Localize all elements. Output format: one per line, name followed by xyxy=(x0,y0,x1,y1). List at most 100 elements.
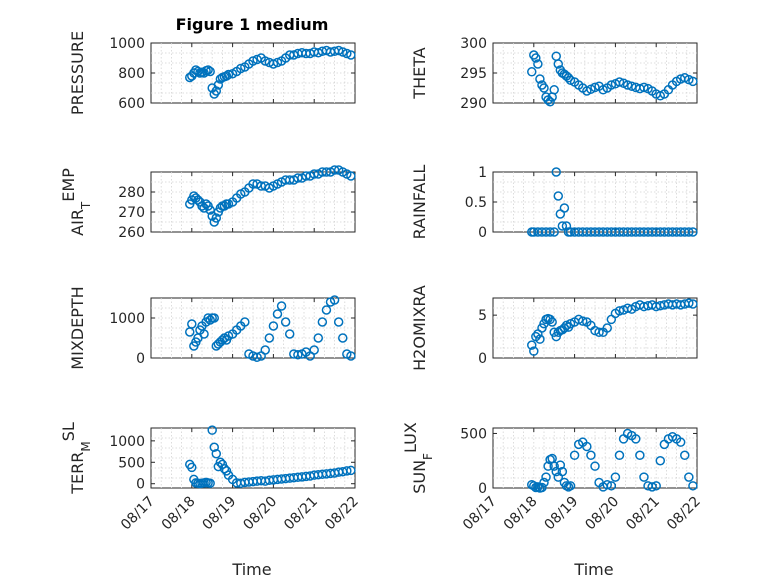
data-point xyxy=(547,317,557,327)
x-tick-label: 08/19 xyxy=(542,494,582,534)
data-point xyxy=(688,227,698,237)
data-point xyxy=(527,67,537,77)
data-point xyxy=(260,345,270,355)
y-tick-label: 280 xyxy=(118,185,145,201)
data-point xyxy=(684,472,694,482)
data-point xyxy=(533,59,543,69)
data-point xyxy=(211,448,222,459)
subplot-pressure: 600 800 1000 PRESSURE xyxy=(68,31,356,115)
data-point xyxy=(209,313,219,323)
data-point xyxy=(272,309,283,319)
data-point xyxy=(284,329,295,339)
y-tick-label: 290 xyxy=(460,96,487,112)
data-point xyxy=(545,97,555,107)
x-tick-label: 08/21 xyxy=(623,494,663,534)
data-point xyxy=(578,316,588,326)
subplot-sun-flux: 0 500 08/17 08/18 08/19 08/20 08/21 08/22 SUNFLU… xyxy=(401,422,704,533)
y-tick-label: 500 xyxy=(460,426,487,442)
data-point xyxy=(329,295,340,305)
y-axis-label: H2OMIXRA xyxy=(410,285,429,371)
data-point xyxy=(211,86,222,96)
y-tick-label: 270 xyxy=(118,205,145,221)
data-point xyxy=(527,340,537,350)
x-axis-label-right: Time xyxy=(573,560,613,579)
data-point xyxy=(313,333,324,343)
data-point xyxy=(240,317,250,327)
data-point xyxy=(639,82,649,93)
data-point xyxy=(535,334,545,344)
x-tick-label: 08/17 xyxy=(460,494,500,534)
data-point xyxy=(586,450,596,461)
y-tick-label: 1000 xyxy=(109,311,145,327)
data-point xyxy=(321,305,332,315)
subplot-theta: 290 295 300 THETA xyxy=(410,36,698,112)
x-tick-label: 08/18 xyxy=(159,494,199,534)
data-point xyxy=(549,461,559,471)
data-point xyxy=(545,314,555,325)
data-point xyxy=(559,323,570,333)
y-axis-label: SUNFLUX xyxy=(401,422,436,494)
data-point xyxy=(557,466,568,477)
data-point xyxy=(551,167,561,177)
data-point xyxy=(338,333,348,343)
data-point xyxy=(211,213,222,223)
data-point xyxy=(606,80,617,90)
y-tick-label: 0 xyxy=(478,481,487,497)
y-tick-label: 260 xyxy=(118,225,145,241)
y-axis-label: PRESSURE xyxy=(68,31,87,115)
data-point xyxy=(553,191,564,201)
data-point xyxy=(199,329,209,339)
data-point xyxy=(293,350,303,360)
data-point xyxy=(582,441,592,452)
data-point xyxy=(543,461,553,471)
data-point xyxy=(541,472,551,482)
data-point xyxy=(333,317,344,327)
data-point xyxy=(529,346,539,356)
figure-title: Figure 1 medium xyxy=(176,15,329,34)
data-point xyxy=(565,481,576,491)
subplot-air-temp: 260 270 280 AIRTEMP xyxy=(59,165,356,241)
subplot-mixdepth: 0 1000 MIXDEPTH xyxy=(68,286,356,370)
data-point xyxy=(187,319,197,329)
data-point xyxy=(688,76,698,87)
data-point xyxy=(333,45,344,56)
data-point xyxy=(551,466,561,477)
data-point xyxy=(342,48,352,59)
data-point xyxy=(631,434,641,444)
data-point xyxy=(309,345,319,355)
data-point xyxy=(594,327,604,338)
data-point xyxy=(203,313,213,323)
x-tick-label: 08/21 xyxy=(281,494,321,534)
y-tick-label: 600 xyxy=(118,96,145,112)
data-point xyxy=(590,82,600,93)
y-tick-label: 0 xyxy=(478,225,487,241)
subplot-h2omixra: 0 5 H2OMIXRA xyxy=(410,285,698,371)
y-tick-label: 1000 xyxy=(109,36,145,52)
data-point xyxy=(614,306,625,316)
x-tick-label: 08/22 xyxy=(664,494,704,534)
data-point xyxy=(602,323,612,333)
data-point xyxy=(346,171,356,181)
y-tick-label: 0 xyxy=(136,351,145,367)
data-point xyxy=(590,461,600,471)
data-point xyxy=(614,450,625,461)
data-point xyxy=(346,351,356,361)
data-point xyxy=(635,450,645,461)
y-tick-label: 800 xyxy=(118,66,145,82)
subplot-rainfall: 0 0.5 1 RAINFALL xyxy=(410,165,698,241)
data-point xyxy=(688,481,698,491)
data-point xyxy=(346,50,356,60)
data-point xyxy=(555,460,566,470)
data-point xyxy=(602,479,612,490)
data-point xyxy=(539,83,549,93)
data-point xyxy=(213,80,224,90)
y-axis-label: TERRMSL xyxy=(59,422,94,495)
data-point xyxy=(626,81,637,91)
data-point xyxy=(268,321,279,331)
y-tick-label: 0 xyxy=(136,477,145,493)
data-point xyxy=(272,57,283,68)
data-point xyxy=(684,298,694,308)
data-point xyxy=(553,59,564,69)
data-point xyxy=(205,478,215,489)
